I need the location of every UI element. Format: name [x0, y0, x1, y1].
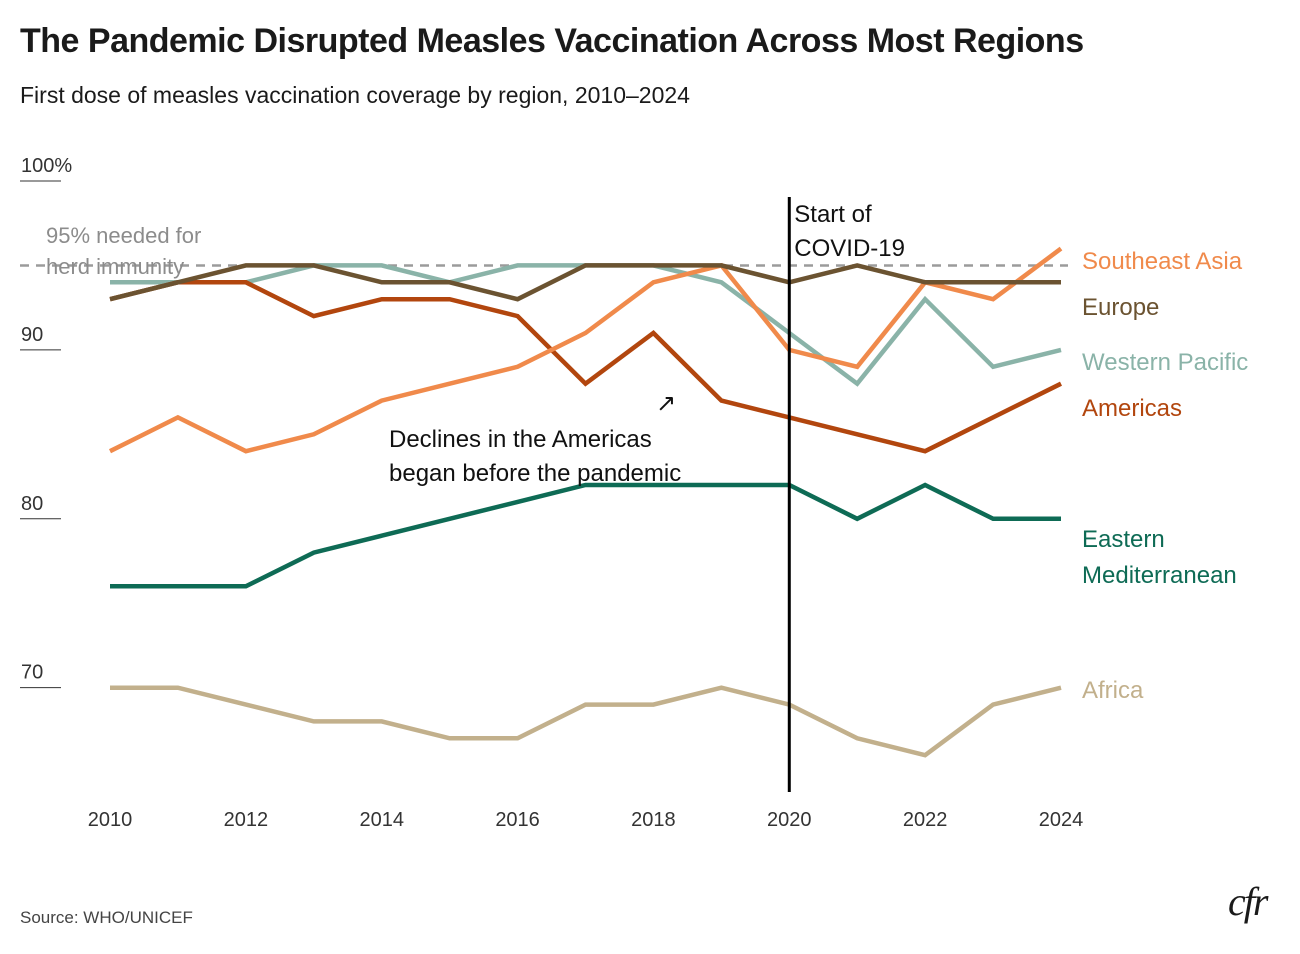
- annotation-arrow-icon: ↗: [656, 390, 676, 417]
- y-tick-label-80: 80: [21, 493, 43, 515]
- series-labels: Africa Eastern Mediterranean Western Pacifi…: [1082, 248, 1248, 704]
- series-label-eastern-mediterranean-line-2: Mediterranean: [1082, 562, 1237, 589]
- series-label-europe: Europe: [1082, 294, 1159, 321]
- series-label-eastern-mediterranean-line-1: Eastern: [1082, 526, 1165, 553]
- series-line-americas: [109, 280, 1063, 454]
- series-label-southeast-asia: Southeast Asia: [1082, 248, 1243, 275]
- x-tick-label-2014: 2014: [359, 809, 404, 831]
- source-note: Source: WHO/UNICEF: [20, 908, 193, 927]
- series-line-africa: [110, 685, 1062, 758]
- covid-label-line-1: Start of: [794, 201, 872, 228]
- series-line-eastern-mediterranean: [110, 482, 1061, 589]
- y-tick-label-100: 100%: [21, 155, 72, 177]
- annotation-text-line-1: Declines in the Americas: [389, 426, 652, 453]
- herd-immunity-label-line-2: herd immunity: [46, 254, 184, 279]
- x-tick-label-2010: 2010: [88, 809, 133, 831]
- x-tick-label-2018: 2018: [631, 809, 676, 831]
- chart-title: The Pandemic Disrupted Measles Vaccinati…: [20, 22, 1084, 60]
- chart-subtitle: First dose of measles vaccination covera…: [20, 82, 690, 108]
- series-lines: [108, 246, 1063, 758]
- series-label-americas: Americas: [1082, 395, 1182, 422]
- y-axis: 100% 90 80 70: [20, 155, 72, 689]
- y-tick-label-70: 70: [21, 662, 43, 684]
- x-tick-label-2012: 2012: [224, 809, 269, 831]
- x-tick-label-2020: 2020: [767, 809, 812, 831]
- covid-label-line-2: COVID-19: [794, 235, 905, 262]
- series-line-southeast-asia: [108, 246, 1063, 454]
- series-line-europe: [109, 263, 1061, 302]
- x-tick-label-2022: 2022: [903, 809, 948, 831]
- series-line-western-pacific: [110, 263, 1062, 387]
- series-label-western-pacific: Western Pacific: [1082, 349, 1248, 376]
- cfr-logo: cfr: [1228, 879, 1268, 924]
- herd-immunity-reference: 95% needed for herd immunity: [20, 223, 1068, 279]
- americas-annotation: Declines in the Americas began before the…: [389, 390, 681, 487]
- annotation-text-line-2: began before the pandemic: [389, 460, 681, 487]
- covid-event-marker: Start of COVID-19: [787, 197, 905, 792]
- x-axis: 2010 2012 2014 2016 2018 2020 2022 2024: [88, 809, 1084, 831]
- series-label-africa: Africa: [1082, 677, 1144, 704]
- x-tick-label-2024: 2024: [1039, 809, 1084, 831]
- herd-immunity-label-line-1: 95% needed for: [46, 223, 201, 248]
- x-tick-label-2016: 2016: [495, 809, 540, 831]
- y-tick-label-90: 90: [21, 324, 43, 346]
